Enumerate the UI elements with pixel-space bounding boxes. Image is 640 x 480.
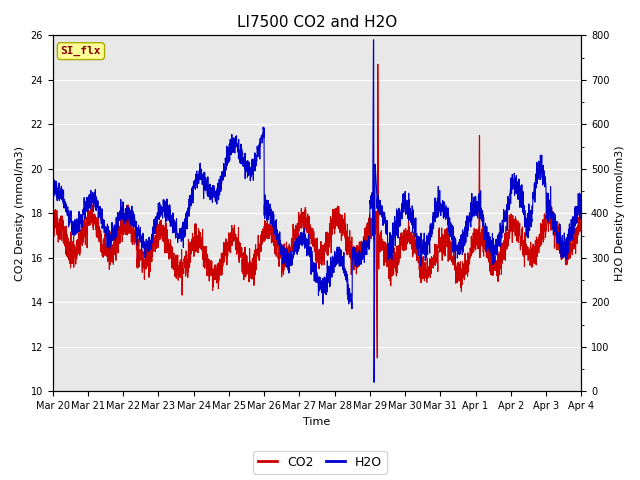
Title: LI7500 CO2 and H2O: LI7500 CO2 and H2O [237,15,397,30]
Y-axis label: CO2 Density (mmol/m3): CO2 Density (mmol/m3) [15,146,25,281]
Y-axis label: H2O Density (mmol/m3): H2O Density (mmol/m3) [615,145,625,281]
Legend: CO2, H2O: CO2, H2O [253,451,387,474]
Text: SI_flx: SI_flx [61,46,101,56]
X-axis label: Time: Time [303,417,331,427]
